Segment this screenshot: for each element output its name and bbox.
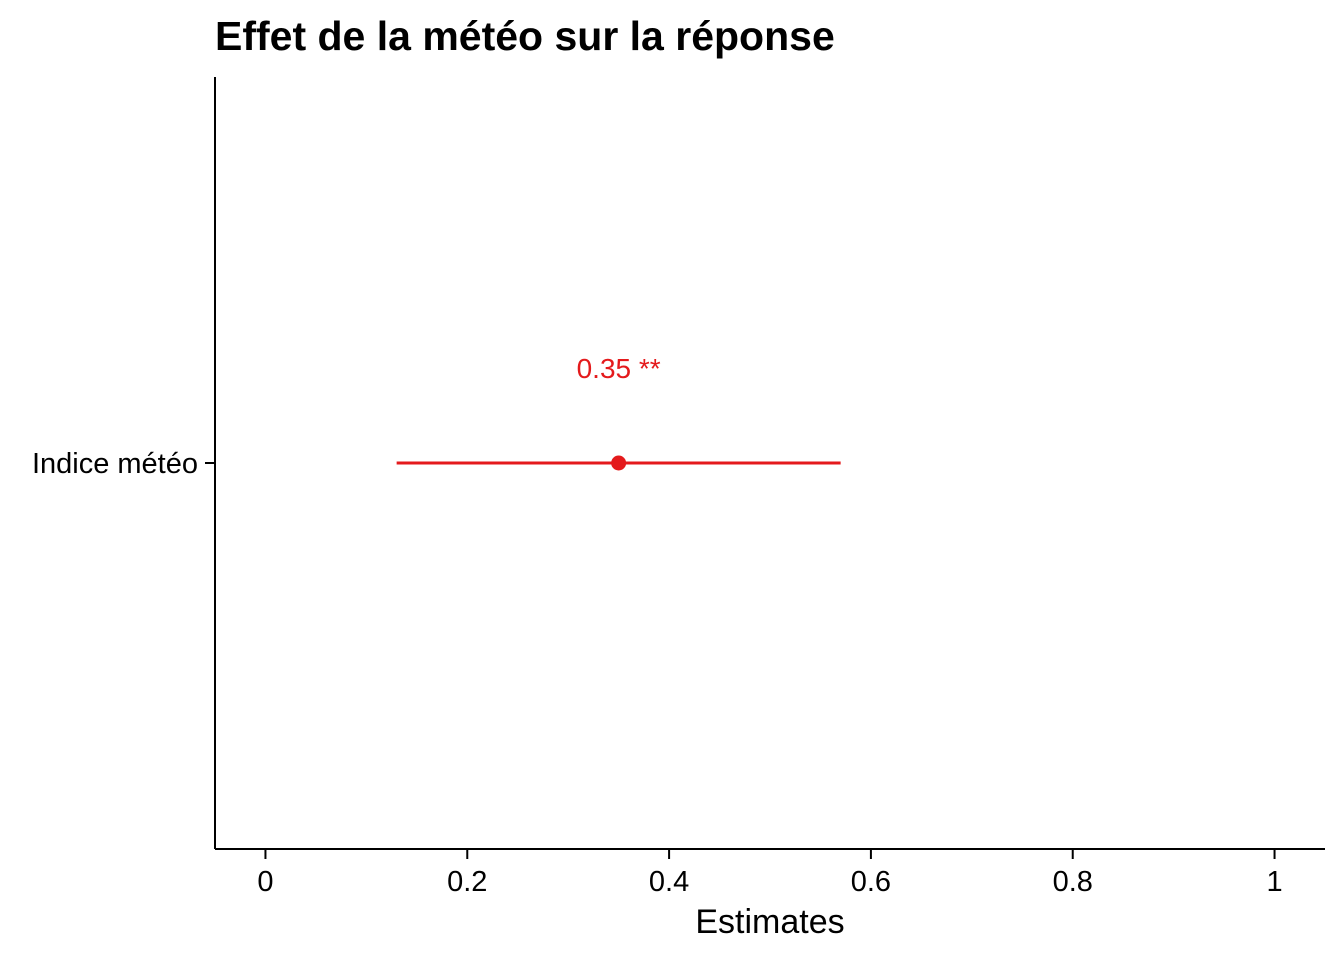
x-tick-label: 0.6: [851, 866, 891, 898]
chart-title: Effet de la météo sur la réponse: [215, 13, 835, 59]
estimate-marks: 0.35 **: [396, 353, 841, 471]
x-tick-label: 0.4: [649, 866, 689, 898]
y-tick-label: Indice météo: [32, 448, 198, 480]
x-tick-label: 1: [1266, 866, 1282, 898]
estimate-label: 0.35 **: [577, 353, 661, 384]
x-tick-label: 0: [257, 866, 273, 898]
y-axis-ticks: Indice météo: [32, 448, 215, 480]
x-tick-label: 0.2: [447, 866, 487, 898]
x-axis-ticks: 0 0.2 0.4 0.6 0.8 1: [257, 849, 1283, 898]
x-tick-label: 0.8: [1053, 866, 1093, 898]
x-axis-title: Estimates: [695, 903, 844, 941]
estimate-point: [611, 455, 627, 471]
